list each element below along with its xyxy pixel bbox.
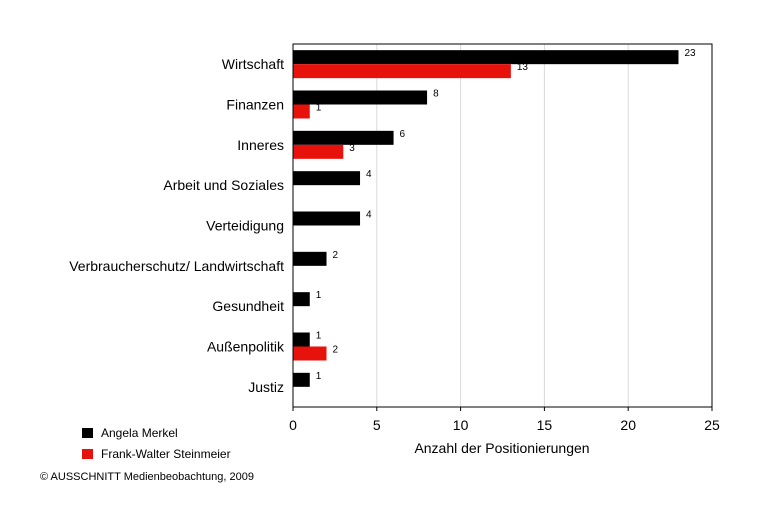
bar-merkel [293,171,360,185]
legend-item-steinmeier: Frank-Walter Steinmeier [82,445,231,463]
bar-merkel [293,50,678,64]
legend-swatch-steinmeier [82,449,93,459]
category-label: Verteidigung [206,218,284,234]
x-axis-ticks: 0 5 10 15 20 25 [289,407,720,433]
data-label: 1 [316,371,322,382]
bar-steinmeier [293,145,343,159]
category-label: Arbeit und Soziales [163,177,284,193]
data-label: 8 [433,89,439,100]
legend-swatch-merkel [82,428,93,438]
legend-item-merkel: Angela Merkel [82,424,231,442]
bar-merkel [293,212,360,226]
legend-label-steinmeier: Frank-Walter Steinmeier [101,447,231,461]
data-label: 3 [349,143,355,154]
copyright-note: © AUSSCHNITT Medienbeobachtung, 2009 [40,471,254,483]
data-label: 1 [316,290,322,301]
data-label: 2 [333,345,339,356]
data-label: 23 [684,48,696,59]
bar-steinmeier [293,105,310,119]
category-label: Gesundheit [212,298,284,314]
bar-merkel [293,91,427,105]
data-label: 4 [366,169,372,180]
bar-merkel [293,131,394,145]
data-label: 2 [333,250,339,261]
data-label: 1 [316,103,322,114]
data-label: 4 [366,210,372,221]
x-tick-label: 15 [537,417,553,433]
category-label: Inneres [237,137,284,153]
category-label: Justiz [248,379,284,395]
bar-merkel [293,252,327,266]
data-label: 13 [517,62,529,73]
data-label: 1 [316,331,322,342]
data-label: 6 [400,129,406,140]
bar-steinmeier [293,64,511,78]
legend-label-merkel: Angela Merkel [101,426,178,440]
category-labels: Wirtschaft Finanzen Inneres Arbeit und Sozi… [69,56,285,395]
x-tick-label: 5 [373,417,381,433]
x-tick-label: 25 [704,417,720,433]
x-tick-label: 0 [289,417,297,433]
category-label: Finanzen [226,97,284,113]
bar-steinmeier [293,347,327,361]
bar-merkel [293,373,310,387]
x-axis-label: Anzahl der Positionierungen [414,440,589,456]
bar-merkel [293,333,310,347]
category-label: Verbraucherschutz/ Landwirtschaft [69,258,284,274]
category-label: Außenpolitik [207,339,285,355]
legend: Angela Merkel Frank-Walter Steinmeier [82,424,231,466]
x-tick-label: 20 [620,417,636,433]
x-tick-label: 10 [453,417,469,433]
bar-merkel [293,292,310,306]
category-label: Wirtschaft [222,56,284,72]
